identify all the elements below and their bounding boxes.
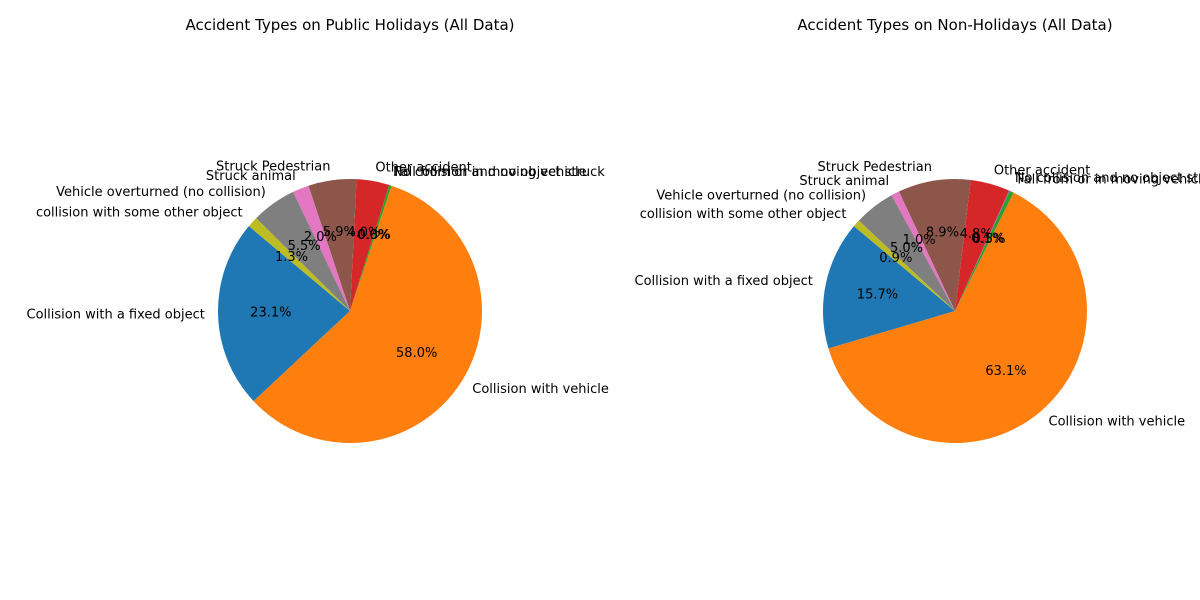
chart-title-non-holidays: Accident Types on Non-Holidays (All Data… — [797, 16, 1112, 34]
pct-label-struck-pedestrian: 5.9% — [323, 225, 356, 240]
pie-slice-collision-with-some-other-object — [853, 220, 955, 311]
pie-slices — [823, 178, 1088, 443]
slice-label-collision-with-vehicle: Collision with vehicle — [472, 382, 609, 397]
pct-label-no-collision-and-no-object-struck: 0.1% — [971, 231, 1004, 246]
pie-slices — [217, 179, 483, 444]
slice-label-vehicle-overturned-no-collision: Vehicle overturned (no collision) — [656, 189, 866, 204]
pct-label-collision-with-vehicle: 63.1% — [985, 364, 1026, 379]
pct-label-other-accident: 4.8% — [960, 227, 993, 242]
pie-slice-struck-animal — [293, 185, 350, 311]
slice-label-vehicle-overturned-no-collision: Vehicle overturned (no collision) — [56, 185, 266, 200]
slice-label-struck-pedestrian: Struck Pedestrian — [818, 160, 932, 175]
slice-label-no-collision-and-no-object-struck: No collision and no object struck — [1015, 171, 1200, 186]
pie-slice-other-accident — [350, 179, 390, 311]
pie-slice-struck-animal — [891, 191, 955, 311]
pie-slice-struck-pedestrian — [898, 178, 971, 311]
pie-labels: Collision with a fixed object 15.7% Collis… — [635, 160, 1200, 429]
pct-label-struck-animal: 2.0% — [304, 230, 337, 245]
pct-label-struck-pedestrian: 8.9% — [926, 225, 959, 240]
slice-label-struck-animal: Struck animal — [206, 169, 296, 184]
pie-slice-vehicle-overturned-no-collision — [256, 191, 350, 311]
pie-slice-fall-from-or-in-moving-vehicle — [955, 190, 1014, 311]
pct-label-collision-with-a-fixed-object: 15.7% — [857, 287, 898, 302]
pct-label-collision-with-a-fixed-object: 23.1% — [250, 306, 291, 321]
pct-label-vehicle-overturned-no-collision: 5.0% — [890, 241, 923, 256]
pct-label-collision-with-some-other-object: 1.3% — [275, 250, 308, 265]
pie-slice-collision-with-vehicle — [253, 185, 483, 444]
slice-label-fall-from-or-in-moving-vehicle: Fall from or in moving vehicle — [1017, 172, 1200, 187]
pct-label-collision-with-vehicle: 58.0% — [396, 346, 437, 361]
pie-chart-public-holidays: Accident Types on Public Holidays (All D… — [27, 16, 609, 444]
pie-slice-collision-with-a-fixed-object — [823, 226, 955, 349]
pie-slice-vehicle-overturned-no-collision — [858, 195, 955, 311]
slice-label-fall-from-or-in-moving-vehicle: Fall from or in moving vehicle — [394, 165, 586, 180]
pie-slice-struck-pedestrian — [308, 179, 357, 311]
pie-slice-collision-with-a-fixed-object — [217, 226, 350, 402]
slice-label-collision-with-a-fixed-object: Collision with a fixed object — [635, 274, 813, 289]
pct-label-fall-from-or-in-moving-vehicle: 0.3% — [358, 228, 391, 243]
pie-chart-non-holidays: Accident Types on Non-Holidays (All Data… — [635, 16, 1200, 443]
slice-label-collision-with-some-other-object: collision with some other object — [36, 206, 243, 221]
slice-label-no-collision-and-no-object-struck: No collision and no object struck — [393, 165, 605, 180]
chart-title-public-holidays: Accident Types on Public Holidays (All D… — [185, 16, 514, 34]
slice-label-other-accident: Other accident — [375, 161, 472, 176]
pct-label-other-accident: 4.0% — [347, 226, 380, 241]
pct-label-fall-from-or-in-moving-vehicle: 0.5% — [972, 232, 1005, 247]
slice-label-other-accident: Other accident — [994, 164, 1091, 179]
pct-label-collision-with-some-other-object: 0.9% — [879, 251, 912, 266]
pct-label-struck-animal: 1.0% — [903, 233, 936, 248]
pie-slice-collision-with-vehicle — [828, 192, 1088, 443]
pie-slice-other-accident — [955, 179, 1010, 311]
pct-label-vehicle-overturned-no-collision: 5.5% — [288, 239, 321, 254]
pie-slice-fall-from-or-in-moving-vehicle — [350, 184, 392, 311]
slice-label-collision-with-some-other-object: collision with some other object — [640, 207, 847, 222]
slice-label-struck-pedestrian: Struck Pedestrian — [216, 160, 330, 175]
pie-slice-no-collision-and-no-object-struck — [955, 190, 1010, 311]
pie-slice-collision-with-some-other-object — [248, 218, 350, 311]
slice-label-collision-with-vehicle: Collision with vehicle — [1049, 415, 1186, 430]
pct-label-no-collision-and-no-object-struck: 0.0% — [357, 228, 390, 243]
slice-label-struck-animal: Struck animal — [799, 174, 889, 189]
slice-label-collision-with-a-fixed-object: Collision with a fixed object — [27, 307, 205, 322]
pie-labels: Collision with a fixed object 23.1% Collis… — [27, 160, 609, 397]
